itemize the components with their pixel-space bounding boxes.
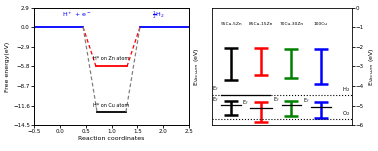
Text: H$_2$: H$_2$ [342,85,350,93]
Text: E$_f$: E$_f$ [242,98,249,107]
Text: 85Cu-15Zn: 85Cu-15Zn [248,22,273,26]
Text: H* on Cu atom: H* on Cu atom [93,103,130,108]
Y-axis label: Free energy(eV): Free energy(eV) [5,41,10,92]
Text: E$_f$: E$_f$ [212,95,219,104]
Text: E$_f$: E$_f$ [212,84,219,93]
Y-axis label: E$_{Vacuum}$ (eV): E$_{Vacuum}$ (eV) [367,47,376,86]
Text: E$_f$: E$_f$ [273,95,280,104]
Text: H$^+$ + e$^-$: H$^+$ + e$^-$ [62,11,92,19]
X-axis label: Reaction coordinates: Reaction coordinates [78,136,145,141]
Text: H* on Zn atom: H* on Zn atom [93,56,130,61]
Text: $\frac{1}{2}$H$_2$: $\frac{1}{2}$H$_2$ [152,9,164,21]
Text: 95Cu-5Zn: 95Cu-5Zn [220,22,242,26]
Text: 70Cu-30Zn: 70Cu-30Zn [279,22,304,26]
Text: E$_f$: E$_f$ [303,96,310,105]
Text: O$_2$: O$_2$ [342,109,350,118]
Y-axis label: E$_{Vacuum}$ (eV): E$_{Vacuum}$ (eV) [192,47,201,86]
Text: 100Cu: 100Cu [314,22,328,26]
